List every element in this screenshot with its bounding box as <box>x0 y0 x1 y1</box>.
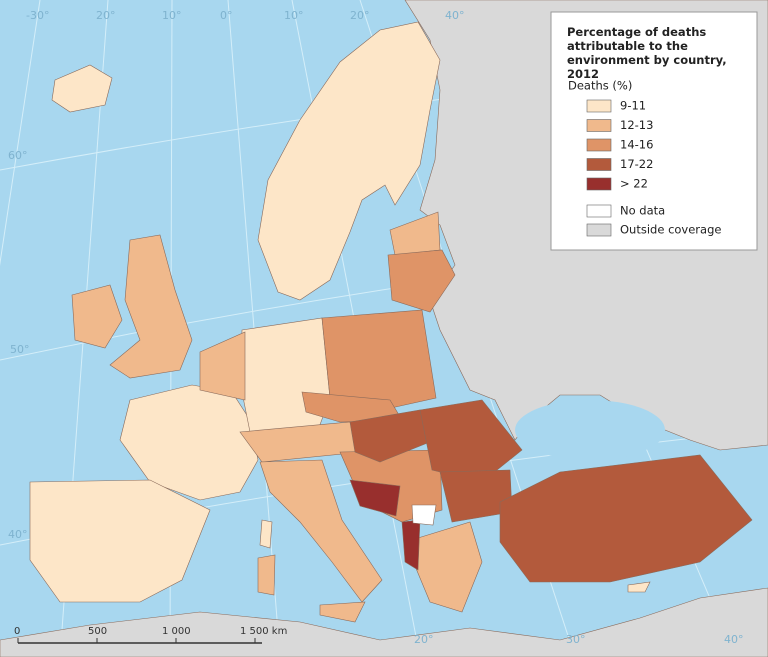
graticule-label: 10° <box>284 9 304 22</box>
category-14-16 <box>301 249 456 523</box>
category-12-13 <box>71 211 483 623</box>
graticule-label: 40° <box>724 633 744 646</box>
sicily <box>319 601 366 623</box>
legend-label: 9-11 <box>620 99 646 113</box>
uk <box>109 234 193 379</box>
ireland <box>71 284 123 349</box>
cyprus <box>627 581 651 593</box>
scale-label: 0 <box>14 626 20 637</box>
graticule-label: 20° <box>350 9 370 22</box>
poland <box>321 309 437 411</box>
graticule-label: 0° <box>220 9 233 22</box>
legend-items: 9-11 12-13 14-16 17-22 > 22 No data Outside co… <box>586 99 721 237</box>
legend-swatch <box>586 119 612 132</box>
graticule-label: 40° <box>445 9 465 22</box>
iberia <box>29 479 211 603</box>
legend-label: 17-22 <box>620 157 653 171</box>
category-over-22 <box>349 479 421 571</box>
legend-label: Outside coverage <box>620 223 721 237</box>
legend-swatch <box>586 99 612 113</box>
latvia-lithuania <box>387 249 456 313</box>
scale-label: 1 500 km <box>240 626 287 637</box>
black-sea <box>515 400 665 460</box>
romania <box>419 399 523 483</box>
scale-label: 1 000 <box>162 626 191 637</box>
legend-label: No data <box>620 204 665 218</box>
legend-swatch <box>586 158 612 171</box>
nordic <box>257 21 441 301</box>
scale-bar: 0 500 1 000 1 500 km <box>14 626 287 644</box>
no-data-region <box>411 504 437 526</box>
meridian <box>0 0 41 267</box>
bosnia <box>349 479 401 517</box>
iceland <box>51 64 113 113</box>
legend-heading: Deaths (%) <box>568 79 632 93</box>
legend: Percentage of deaths attributable to the e… <box>550 11 758 251</box>
legend-swatch <box>586 223 612 237</box>
graticule-label: -30° <box>26 9 49 22</box>
graticule-label: 10° <box>162 9 182 22</box>
legend-swatch <box>586 177 612 191</box>
sardinia <box>257 554 276 596</box>
graticule-label: 30° <box>566 633 586 646</box>
legend-swatch <box>586 204 612 218</box>
legend-label: > 22 <box>620 177 648 191</box>
corsica <box>259 519 273 549</box>
graticule-label: 60° <box>8 149 28 162</box>
legend-swatch <box>586 138 612 152</box>
legend-box <box>550 11 758 251</box>
graticule-label: 20° <box>414 633 434 646</box>
hungary <box>349 409 431 463</box>
turkey <box>499 454 753 583</box>
category-17-22 <box>349 399 753 583</box>
graticule-label: 40° <box>8 528 28 541</box>
scale-label: 500 <box>88 626 107 637</box>
legend-label: 12-13 <box>620 118 653 132</box>
graticule-label: 20° <box>96 9 116 22</box>
legend-title: Percentage of deaths attributable to the e… <box>567 25 727 81</box>
legend-label: 14-16 <box>620 138 653 152</box>
greece <box>404 521 483 613</box>
north-africa <box>0 587 768 657</box>
graticule-label: 50° <box>10 343 30 356</box>
benelux <box>199 331 246 401</box>
